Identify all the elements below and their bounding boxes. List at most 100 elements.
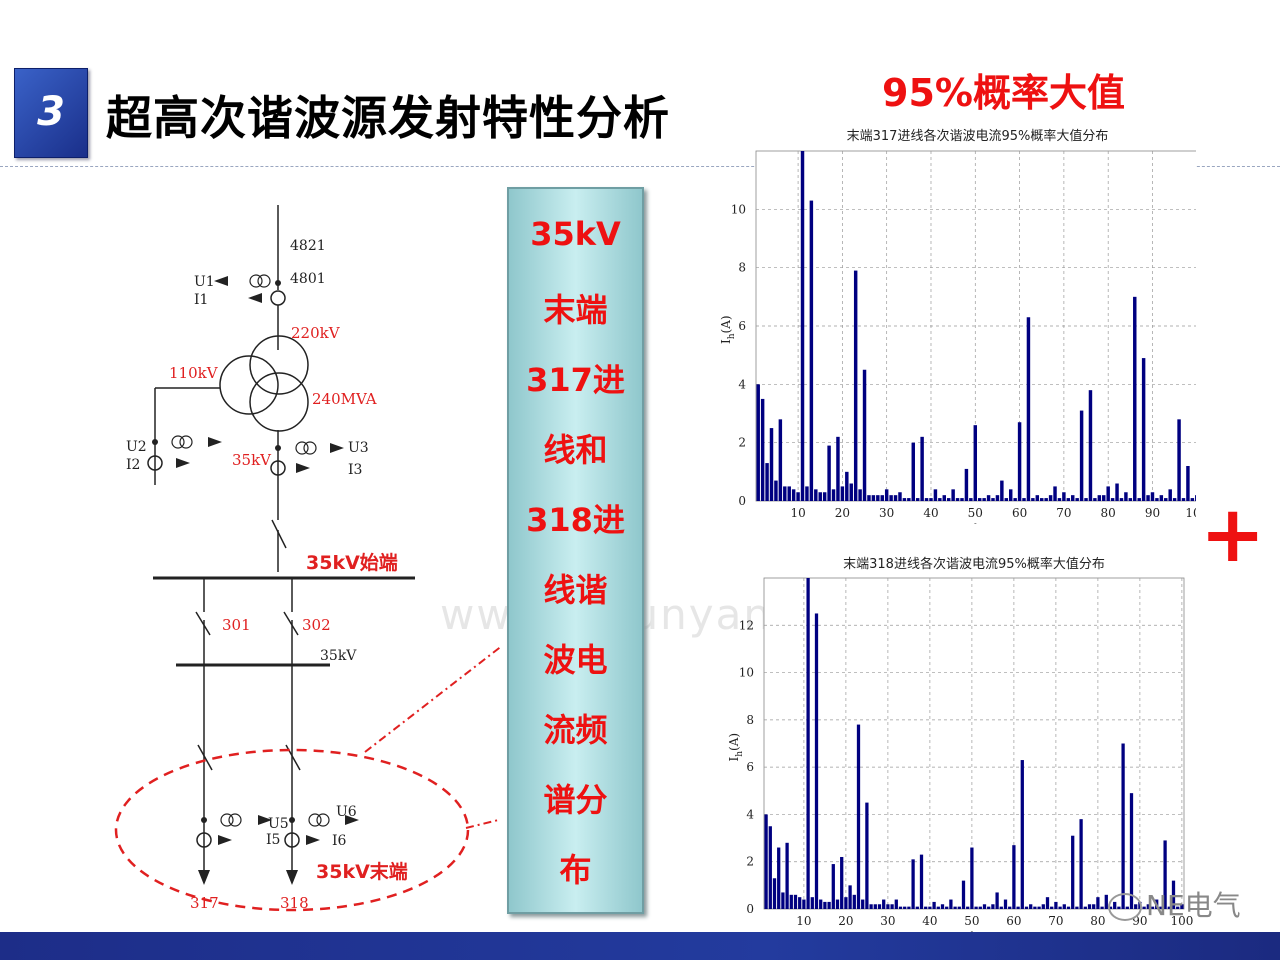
bar [1155, 498, 1159, 501]
banner-line: 317进 [526, 361, 625, 399]
bar [845, 471, 849, 501]
ct-4801 [270, 290, 286, 306]
bar [978, 906, 982, 909]
bar [929, 498, 933, 501]
bar [840, 856, 844, 909]
bar [1022, 498, 1026, 501]
x-tick-label: 100 [1185, 506, 1196, 520]
bar [911, 442, 915, 501]
y-tick-label: 8 [746, 713, 754, 727]
bar [955, 498, 960, 501]
bar [1079, 410, 1084, 501]
bar [890, 904, 894, 909]
bar [796, 492, 800, 501]
bar [1195, 495, 1196, 501]
bar [774, 480, 778, 501]
label-4821: 4821 [290, 238, 326, 254]
chart-title: 末端318进线各次谐波电流95%概率大值分布 [843, 556, 1105, 572]
bar [819, 899, 823, 909]
bar [1092, 904, 1096, 909]
bar [911, 859, 915, 909]
bar [966, 906, 970, 909]
label-35kv-end: 35kV末端 [316, 860, 408, 883]
bar [1012, 845, 1016, 909]
y-tick-label: 10 [731, 202, 746, 216]
x-tick-label: 80 [1090, 914, 1105, 928]
footer-bar [0, 932, 1280, 960]
bar [1024, 906, 1029, 909]
bar [880, 495, 884, 501]
bar [1128, 498, 1133, 501]
bar [772, 878, 777, 909]
bar [1026, 317, 1031, 501]
header-divider [0, 166, 1280, 167]
bar [953, 906, 957, 909]
bar [977, 498, 982, 501]
single-line-diagram: 4821 4801 U1 I1 U2 I2 U3 I3 35kV U5 I5 U… [114, 205, 500, 912]
bar [1075, 498, 1079, 501]
x-tick-label: 30 [879, 506, 894, 520]
bar [877, 904, 882, 909]
bar [791, 489, 796, 501]
bar [1048, 495, 1053, 501]
bar [1164, 498, 1168, 501]
end-area-highlight [114, 748, 470, 912]
bar [946, 498, 951, 501]
label-240mva: 240MVA [312, 390, 377, 408]
bar [1146, 495, 1150, 501]
x-tick-label: 30 [880, 914, 895, 928]
bar [1029, 904, 1033, 909]
banner-line: 波电 [543, 641, 608, 679]
bar [924, 498, 929, 501]
bar [785, 842, 789, 909]
bar [1110, 498, 1115, 501]
bar [938, 498, 942, 501]
bar [814, 489, 818, 501]
y-tick-label: 8 [738, 261, 746, 275]
bar [789, 894, 793, 909]
bar [907, 906, 911, 909]
bar [873, 904, 877, 909]
bar [1181, 498, 1186, 501]
bar [1037, 906, 1041, 909]
bar [1124, 492, 1128, 501]
label-4801: 4801 [290, 271, 326, 287]
wechat-label: NE电气 [1146, 889, 1241, 922]
transformer-winding-3 [249, 372, 309, 432]
bar [827, 445, 831, 501]
x-tick-label: 70 [1056, 506, 1071, 520]
bar [933, 489, 938, 501]
bar [822, 492, 827, 501]
bar [969, 498, 973, 501]
bar [898, 492, 902, 501]
page-title: 超高次谐波源发射特性分析 [106, 91, 670, 145]
bar [1083, 906, 1087, 909]
plus-sign: + [1200, 490, 1266, 580]
x-tick-label: 10 [796, 914, 811, 928]
bar [1066, 498, 1071, 501]
bar [1180, 904, 1184, 909]
bar [836, 436, 840, 501]
bar [1054, 901, 1058, 909]
label-220kv: 220kV [291, 324, 341, 342]
bar [982, 904, 987, 909]
y-tick-label: 0 [746, 902, 754, 916]
x-tick-label: 40 [923, 506, 938, 520]
y-axis-label: Ih(A) [719, 315, 737, 344]
bar [1141, 358, 1146, 501]
bar [823, 901, 827, 909]
bar [831, 489, 836, 501]
banner-line: 35kV [530, 215, 621, 253]
bar [1104, 894, 1108, 909]
bar [974, 906, 978, 909]
label-u5: U5 [268, 816, 289, 832]
bar [1146, 904, 1150, 909]
bar [903, 906, 907, 909]
bar [1142, 906, 1146, 909]
plot-area [763, 577, 1185, 910]
bar [1079, 819, 1083, 909]
label-u3: U3 [348, 440, 369, 456]
x-tick-label: 90 [1145, 506, 1160, 520]
bar [1075, 906, 1079, 909]
